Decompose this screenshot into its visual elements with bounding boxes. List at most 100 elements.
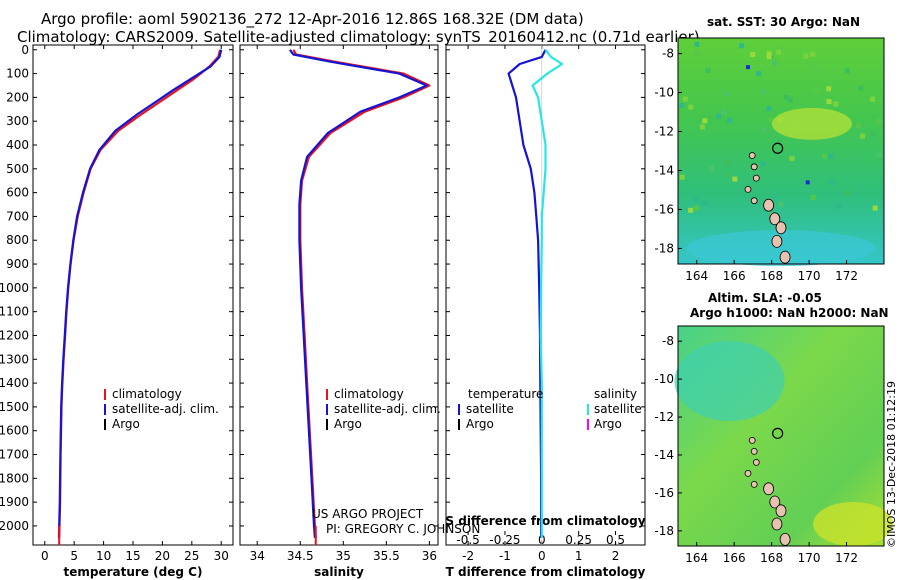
- sst-pixel: [732, 176, 738, 182]
- diff-legend-left-label: Argo: [466, 417, 494, 431]
- sst-pixel: [870, 96, 875, 102]
- map-y-tick-label: -12: [654, 125, 674, 139]
- sst-pixel: [694, 50, 700, 56]
- island: [779, 250, 791, 264]
- temperature-legend-label: climatology: [112, 387, 182, 401]
- y-tick-label: 1300: [0, 352, 29, 366]
- temperature-legend-label: Argo: [112, 417, 140, 431]
- island: [763, 198, 774, 212]
- sst-pixel: [725, 159, 731, 165]
- island: [771, 517, 783, 531]
- sst-pixel: [768, 117, 774, 123]
- island: [748, 152, 756, 159]
- sst-pixel: [776, 49, 782, 55]
- sst-pixel: [855, 123, 861, 129]
- salinity-series-climatology: [292, 49, 431, 538]
- difference-x-axis-label: T difference from climatology: [446, 565, 646, 579]
- island: [744, 185, 752, 193]
- difference-x-tick-label: 2: [612, 549, 620, 563]
- map-y-tick-label: -8: [662, 47, 674, 61]
- low-patch: [674, 341, 785, 421]
- y-tick-label: 1100: [0, 305, 29, 319]
- sst-pixel: [778, 201, 784, 207]
- temperature-series-climatology: [58, 49, 222, 538]
- sst-pixel: [836, 203, 842, 209]
- sst-pixel: [739, 43, 745, 49]
- temperature-panel: 0100200300400500600700800900100011001200…: [0, 43, 234, 579]
- sst-pixel: [702, 200, 708, 206]
- sst-pixel: [805, 180, 810, 185]
- sst-pixel: [877, 157, 883, 163]
- y-tick-label: 1200: [0, 328, 29, 342]
- island: [752, 174, 760, 182]
- sst-pixel: [833, 101, 839, 107]
- sst-pixel: [826, 99, 832, 105]
- sst-pixel: [870, 131, 876, 136]
- diff-legend-right-label: salinity: [594, 387, 637, 401]
- float-position-marker: [772, 142, 784, 154]
- sst-pixel: [694, 205, 699, 211]
- sst-pixel: [694, 41, 700, 47]
- sst-pixel: [766, 54, 772, 60]
- temperature-x-tick-label: 15: [125, 549, 140, 563]
- high-patch: [813, 502, 894, 546]
- island: [750, 447, 758, 455]
- y-tick-label: 100: [6, 67, 29, 81]
- y-tick-label: 1700: [0, 448, 29, 462]
- temperature-legend-label: satellite-adj. clim.: [112, 402, 219, 416]
- map-y-tick-label: -16: [654, 486, 674, 500]
- map-y-tick-label: -8: [662, 334, 674, 348]
- salinity-x-tick-label: 34.5: [287, 549, 314, 563]
- sst-pixel: [745, 65, 750, 70]
- y-tick-label: 700: [6, 209, 29, 223]
- y-tick-label: 800: [6, 233, 29, 247]
- sst-pixel: [876, 118, 882, 124]
- sst-pixel: [756, 71, 762, 77]
- salinity-x-tick-label: 35: [336, 549, 351, 563]
- difference-x-tick-label: -2: [462, 549, 474, 563]
- sst-pixel: [858, 85, 864, 91]
- map-x-tick-label: 172: [835, 269, 858, 283]
- sst_map-frame: [677, 37, 885, 265]
- salinity-x-axis-label: salinity: [314, 565, 364, 579]
- y-tick-label: 1500: [0, 400, 29, 414]
- y-tick-label: 1800: [0, 471, 29, 485]
- diff-legend-right-label: Argo: [594, 417, 622, 431]
- difference-panel: -2 -1 0 1 2 T difference from climatology -0.5…: [445, 44, 646, 579]
- map-y-tick-label: -18: [654, 524, 674, 538]
- island: [769, 212, 781, 226]
- sst-pixel: [702, 118, 708, 124]
- sst-pixel: [772, 60, 778, 66]
- s-diff-axis-label: S difference from climatology: [445, 514, 645, 528]
- sst-pixel: [803, 53, 809, 59]
- temperature-x-tick-label: 0: [41, 549, 49, 563]
- sst-pixel: [776, 139, 782, 145]
- s-diff-tick-label: 0.5: [606, 533, 625, 547]
- salinity-legend-label: satellite-adj. clim.: [334, 402, 441, 416]
- s-diff-tick-label: -0.5: [456, 533, 479, 547]
- map-x-tick-label: 170: [798, 269, 821, 283]
- difference-series-salinity-satellite: [531, 49, 564, 538]
- difference-x-tick-label: 1: [575, 549, 583, 563]
- sst-pixel: [826, 86, 832, 92]
- cool-patch: [686, 230, 876, 267]
- diff-legend-left-label: temperature: [468, 387, 543, 401]
- diff-legend-left-label: satellite: [466, 402, 514, 416]
- island: [769, 495, 781, 509]
- warm-patch: [771, 107, 852, 140]
- temperature-x-tick-label: 10: [96, 549, 111, 563]
- map-sla-title-1: Altim. SLA: -0.05: [708, 291, 822, 305]
- sst-pixel: [693, 196, 699, 202]
- map-x-tick-label: 172: [835, 551, 858, 565]
- sst-pixel: [809, 62, 815, 68]
- sst-pixel: [877, 152, 882, 158]
- island: [750, 197, 758, 205]
- y-tick-label: 600: [6, 186, 29, 200]
- credit-project: US ARGO PROJECT: [312, 507, 424, 521]
- sst-pixel: [688, 104, 694, 110]
- map-x-tick-label: 164: [685, 551, 708, 565]
- y-tick-label: 1000: [0, 281, 29, 295]
- sst-pixel: [705, 67, 711, 73]
